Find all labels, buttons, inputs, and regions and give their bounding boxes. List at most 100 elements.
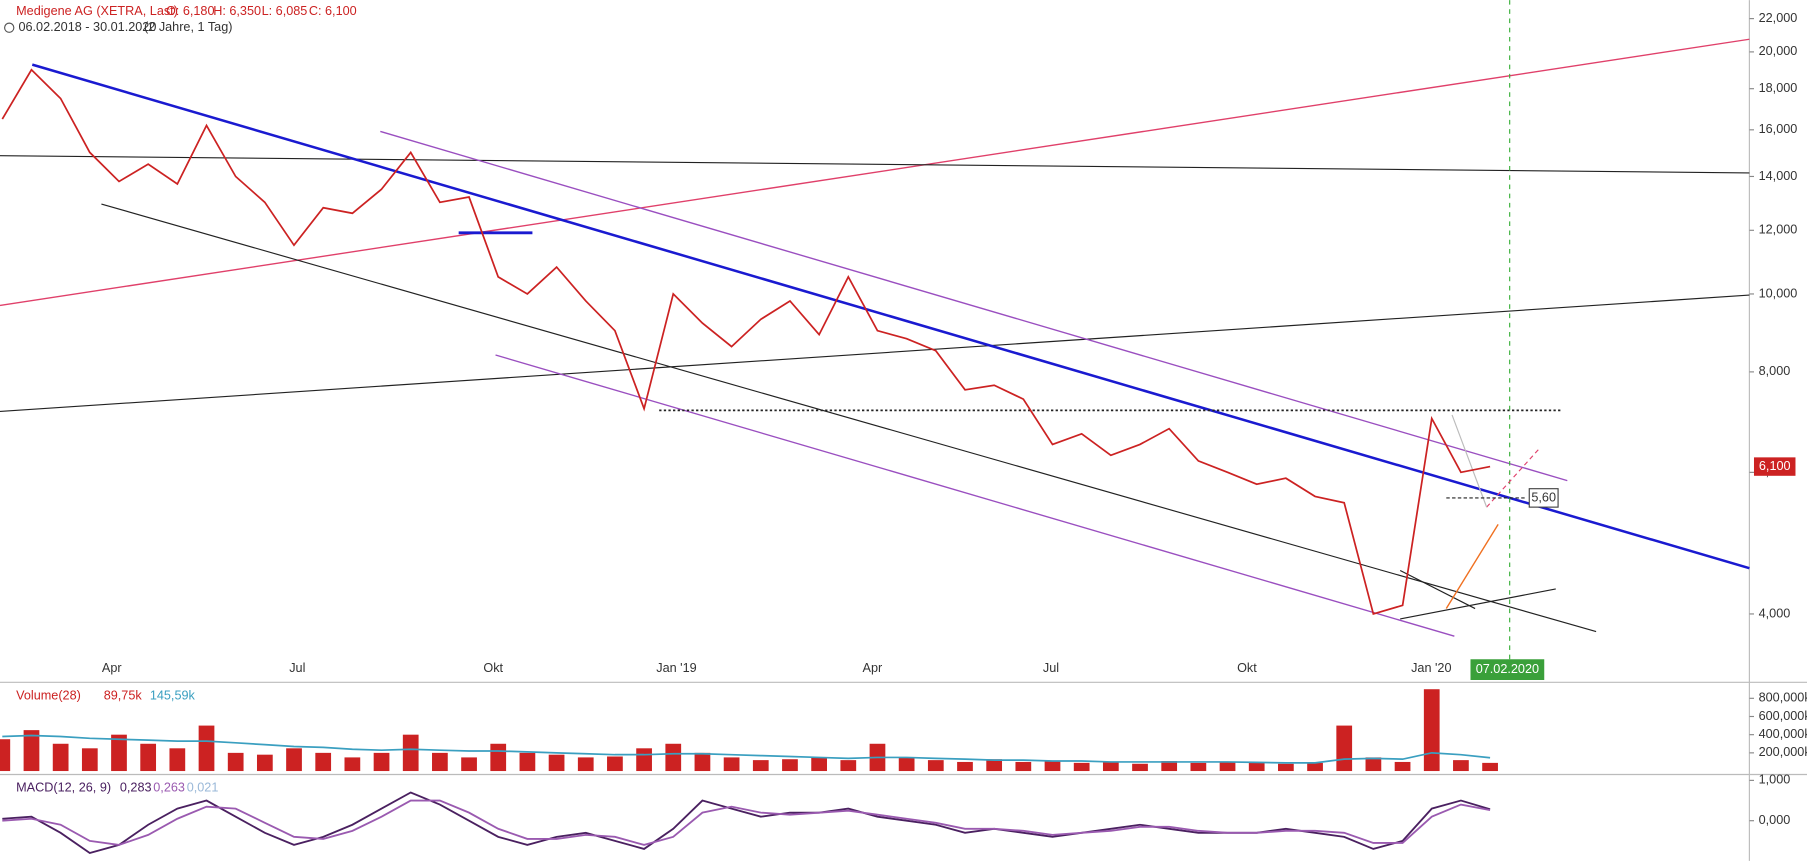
price-line [1, 68, 1491, 616]
volume-bar [1423, 689, 1440, 772]
y-tick-label: 18,000 [1759, 81, 1798, 95]
trend-line [0, 38, 1750, 307]
y-tick-label: 800,000k [1759, 691, 1807, 705]
volume-bar [1453, 760, 1469, 772]
x-tick-label: Jul [1043, 661, 1059, 675]
trend-line [1486, 449, 1539, 508]
date-marker: 07.02.2020 [1476, 662, 1539, 676]
y-tick-label: 400,000k [1759, 727, 1807, 741]
volume-bar [957, 761, 973, 772]
volume-bar [1394, 761, 1411, 772]
volume-bar [315, 752, 332, 772]
volume-bar [986, 759, 1003, 772]
volume-bar [1336, 725, 1353, 772]
y-tick-label: 22,000 [1759, 11, 1798, 25]
legend-value: 0,021 [187, 781, 219, 795]
period: (2 Jahre, 1 Tag) [144, 20, 232, 34]
volume-bar [694, 752, 711, 772]
y-tick-label: 0,000 [1759, 813, 1791, 827]
x-tick-label: Jul [289, 661, 305, 675]
volume-bar [898, 757, 915, 772]
volume-bar [432, 752, 448, 772]
volume-bar [256, 754, 273, 772]
volume-bar [227, 752, 244, 772]
volume-bar [23, 730, 40, 772]
legend-value: 89,75k [104, 688, 143, 702]
x-tick-label: Apr [102, 661, 122, 675]
volume-bar [1132, 763, 1148, 772]
volume-bar [461, 757, 477, 772]
price-tag-label: 6,100 [1759, 459, 1791, 473]
trend-line [1445, 524, 1499, 609]
x-tick-label: Jan '19 [656, 661, 696, 675]
chart-title: Medigene AG (XETRA, Last) [16, 4, 178, 18]
volume-bar [169, 748, 186, 772]
annotation: 5,60 [1531, 490, 1556, 504]
legend-value: 145,59k [150, 688, 196, 702]
x-tick-label: Okt [1237, 661, 1257, 675]
annotation-box [1528, 488, 1559, 508]
volume-bar [1365, 757, 1382, 772]
volume-bar [1307, 762, 1323, 772]
date-box [1470, 659, 1545, 680]
trend-line [380, 130, 1568, 482]
y-tick-label: 10,000 [1759, 286, 1798, 300]
legend-entry: Volume(28) [16, 688, 81, 702]
ohlc: L: 6,085 [262, 4, 308, 18]
y-tick-label: 8,000 [1759, 364, 1791, 378]
volume-bar [1278, 763, 1294, 772]
y-tick-label: 200,000k [1759, 745, 1807, 759]
volume-bar [1161, 761, 1178, 772]
volume-bar [490, 743, 507, 772]
date-range: 06.02.2018 - 30.01.2020 [18, 20, 156, 34]
volume-bar [927, 760, 944, 772]
volume-bar [723, 757, 740, 772]
volume-bar [1015, 761, 1032, 772]
volume-bar [140, 743, 157, 772]
y-tick-label: 20,000 [1759, 44, 1798, 58]
volume-bar [1219, 761, 1236, 772]
trend-line [0, 294, 1750, 413]
y-tick-label: 16,000 [1759, 122, 1798, 136]
volume-bar [286, 748, 302, 772]
volume-bar [402, 734, 419, 772]
x-tick-label: Okt [483, 661, 503, 675]
trend-line [1451, 414, 1488, 508]
triangle-line [1400, 588, 1556, 620]
volume-bar [782, 759, 798, 772]
triangle-line [1399, 570, 1476, 610]
price-tag [1753, 457, 1796, 476]
legend-value: 0,263 [153, 781, 185, 795]
volume-bar [1044, 761, 1061, 772]
volume-bar [344, 757, 361, 772]
volume-bar [373, 752, 390, 772]
legend-value: 0,283 [120, 781, 152, 795]
volume-bar [52, 743, 69, 772]
volume-bar [81, 748, 98, 772]
ohlc: C: 6,100 [309, 4, 357, 18]
ohlc: O: 6,180 [166, 4, 215, 18]
trend-line [31, 63, 1750, 570]
x-tick-label: Jan '20 [1411, 661, 1451, 675]
volume-bar [548, 754, 565, 772]
trend-line [495, 354, 1455, 637]
volume-bar [519, 752, 536, 772]
ohlc: H: 6,350 [213, 4, 261, 18]
volume-bar [1102, 761, 1119, 772]
x-tick-label: Apr [863, 661, 883, 675]
trend-line [0, 155, 1750, 174]
volume-bar [1190, 762, 1207, 772]
volume-bar [1248, 762, 1265, 772]
volume-bar [607, 756, 623, 772]
clock-icon [4, 22, 15, 33]
volume-bar [752, 760, 769, 772]
volume-bar [811, 757, 827, 772]
y-tick-label: 12,000 [1759, 223, 1798, 237]
volume-bar [0, 739, 11, 772]
volume-bar [198, 725, 215, 772]
volume-average [2, 734, 1491, 764]
trend-line [101, 203, 1597, 633]
volume-bar [665, 743, 682, 772]
y-tick-label: 600,000k [1759, 709, 1807, 723]
